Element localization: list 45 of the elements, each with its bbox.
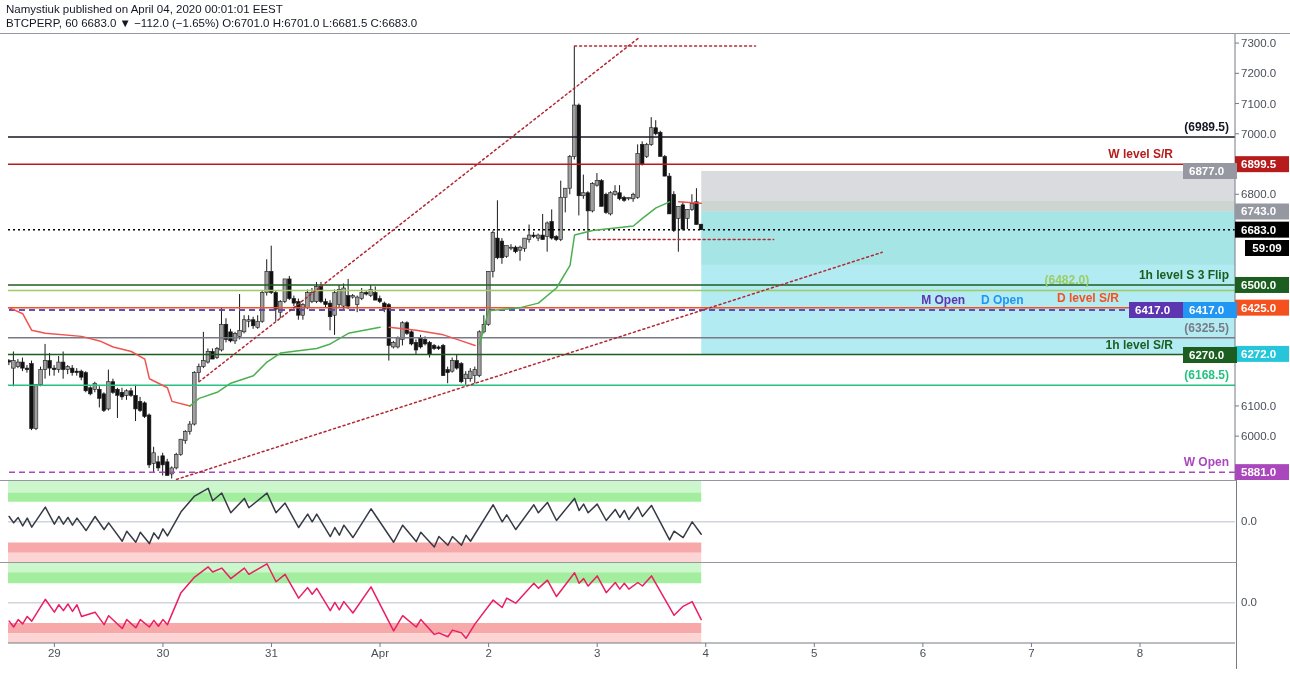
y-tick-label: 6500.0 xyxy=(1241,278,1277,291)
ref-line-label: (6989.5) xyxy=(1183,119,1229,134)
ref-line-label: 0.0 xyxy=(1241,594,1258,609)
y-tick-label: 6425.0 xyxy=(1241,301,1277,314)
y-tick-label: 6000.0 xyxy=(1241,430,1277,443)
y-tick-label: 6899.5 xyxy=(1241,158,1277,171)
y-tick-label: 6683.0 xyxy=(1241,223,1277,236)
ref-line-label: (6168.5) xyxy=(1183,368,1229,383)
x-tick-label: 5 xyxy=(811,647,818,660)
annotation: 6877.0 xyxy=(1183,162,1237,179)
y-tick-label: 7300.0 xyxy=(1241,37,1277,50)
annotation: 6270.0 xyxy=(1183,346,1237,363)
x-tick-label: 7 xyxy=(1028,647,1035,660)
x-tick-label: 4 xyxy=(702,647,710,660)
ref-line-label: (6482.0) xyxy=(1043,273,1090,288)
text: 59:09 xyxy=(1245,239,1289,256)
y-tick-label: 5881.0 xyxy=(1241,466,1277,479)
y-tick-label: 6272.0 xyxy=(1241,347,1277,360)
ref-line-label: W Open xyxy=(1182,455,1229,470)
x-tick-label: 3 xyxy=(593,647,601,660)
x-tick-label: Apr xyxy=(371,647,390,660)
ref-line-label: D level S/R xyxy=(1055,290,1119,305)
chart-title: Namystiuk published on April 04, 2020 00:01:01 EEST xyxy=(6,3,283,15)
y-tick-label: 7100.0 xyxy=(1241,97,1277,110)
ref-line-label: 1h level S/R xyxy=(1104,337,1173,352)
ref-line-label: M Open xyxy=(920,293,966,308)
y-tick-label: 7000.0 xyxy=(1241,127,1277,140)
x-tick-label: 29 xyxy=(47,647,61,660)
annotation: 6417.0 xyxy=(1129,302,1183,319)
ref-line-label: 0.0 xyxy=(1241,513,1258,528)
y-tick-label: 6743.0 xyxy=(1241,205,1277,218)
y-tick-label: 7200.0 xyxy=(1241,67,1277,80)
y-tick-label: 6100.0 xyxy=(1241,399,1277,412)
x-tick-label: 8 xyxy=(1136,647,1144,660)
x-tick-label: 6 xyxy=(919,647,927,660)
x-tick-label: 31 xyxy=(265,647,278,660)
ref-line-label: 1h level S 3 Flip xyxy=(1137,267,1229,282)
ref-line-label: W level S/R xyxy=(1107,147,1173,162)
chart-subtitle: BTCPERP, 60 6683.0 ▼ −112.0 (−1.65%) O:6701.0 H:6701.0 L:6681.5 C:6683.0 xyxy=(6,17,418,29)
x-tick-label: 30 xyxy=(156,647,170,660)
ref-line-label: D Open xyxy=(979,293,1024,308)
x-tick-label: 2 xyxy=(485,647,492,660)
annotation: 6417.0 xyxy=(1183,302,1237,319)
ref-line-label: (6325.5) xyxy=(1183,320,1229,335)
y-tick-label: 6800.0 xyxy=(1241,188,1277,201)
